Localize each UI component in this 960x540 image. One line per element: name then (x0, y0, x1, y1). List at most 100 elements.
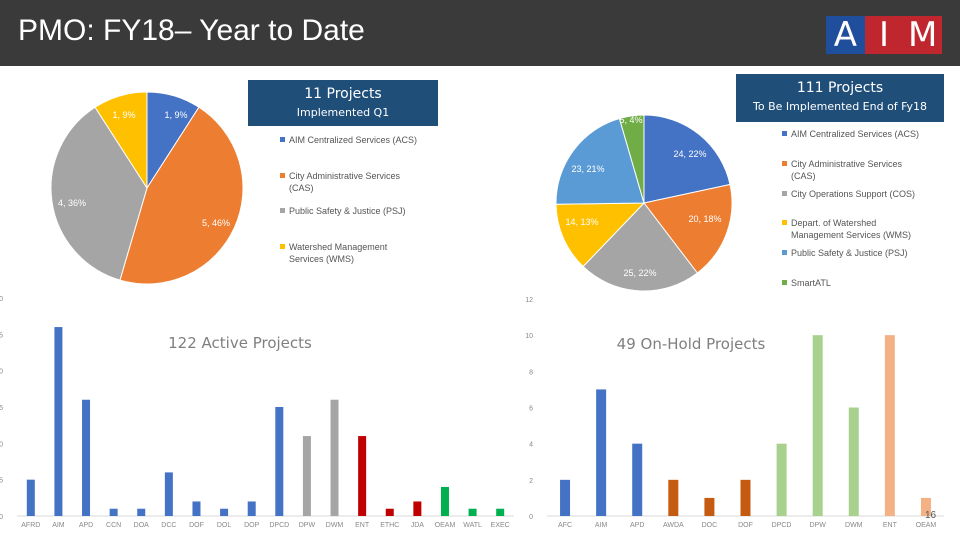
callout-implemented-subtitle: Implemented Q1 (296, 106, 390, 119)
pie1-legend-swatch (280, 137, 285, 142)
bar1-bar (247, 501, 256, 516)
pie1-legend-swatch (280, 244, 285, 249)
pie1-slice (50, 106, 148, 281)
header-bar: PMO: FY18– Year to Date A I M (0, 0, 960, 66)
callout-implemented-count: 11 Projects (304, 86, 382, 102)
bar1-ytick-label: 15 (0, 405, 3, 412)
bar1-xtick-label: DPW (299, 522, 316, 529)
pie1-slice (119, 106, 244, 285)
callout-implemented: 11 Projects Implemented Q1 (248, 80, 438, 126)
bar2-xtick-label: ENT (883, 522, 898, 529)
bar1-xtick-label: AIM (52, 522, 65, 529)
bar1-bar (275, 407, 284, 516)
bar1-xtick-label: DOA (134, 522, 150, 529)
bar2-xtick-label: DOF (738, 522, 753, 529)
bar1-xtick-label: ETHC (380, 522, 399, 529)
bar2-xtick-label: DPW (810, 522, 827, 529)
bar1-xtick-label: OEAM (435, 522, 456, 529)
bar2-ytick-label: 6 (529, 406, 533, 413)
bar2-bar (884, 335, 895, 516)
bar1-ytick-label: 0 (0, 514, 3, 521)
pie2-legend-label: Depart. of Watershed Management Services … (791, 218, 911, 240)
page-number: 16 (925, 510, 937, 521)
pie2-slice (643, 114, 731, 204)
bar2-ytick-label: 0 (529, 514, 533, 521)
callout-to-be-implemented-count: 111 Projects (796, 80, 884, 96)
bar2-bar (668, 479, 679, 516)
bar2-bar (812, 335, 823, 516)
bar1-bar (358, 436, 367, 516)
bar2-bar (596, 389, 607, 516)
pie2-slice (555, 117, 645, 205)
bar2-ytick-label: 8 (529, 369, 533, 376)
pie2-legend-label: AIM Centralized Services (ACS) (791, 129, 919, 139)
bar2-xtick-label: AWDA (663, 522, 684, 529)
bar2-bar (776, 443, 787, 516)
pie2-legend-label: SmartATL (791, 278, 831, 288)
bar1-xtick-label: JDA (411, 522, 425, 529)
pie1-legend-swatch (280, 208, 285, 213)
bar2-bar (848, 407, 859, 516)
bar1-xtick-label: ENT (355, 522, 370, 529)
bar2-bar (920, 497, 931, 516)
pie2-legend-swatch (782, 131, 787, 136)
bar2-xtick-label: AFC (558, 522, 572, 529)
bar1-ytick-label: 10 (0, 441, 3, 448)
bar2-ytick-label: 4 (529, 442, 533, 449)
bar1-bar (164, 472, 173, 516)
pie1-data-label: 5, 46% (202, 218, 230, 228)
bar1-xtick-label: DOL (217, 522, 232, 529)
logo-letter-m: M (903, 15, 943, 55)
bar1-title: 122 Active Projects (168, 334, 312, 352)
bar2-title: 49 On-Hold Projects (617, 335, 766, 353)
bar2-bar (560, 479, 571, 516)
pie2-data-label: 14, 13% (565, 217, 598, 227)
bar1-bar (26, 479, 35, 516)
pie1-data-label: 1, 9% (164, 110, 187, 120)
pie2-slice (643, 183, 733, 274)
bar1-ytick-label: 20 (0, 369, 3, 376)
bar1-ytick-label: 30 (0, 296, 3, 303)
pie2-legend-swatch (782, 250, 787, 255)
bar2-xtick-label: DOC (702, 522, 718, 529)
pie2-legend-swatch (782, 191, 787, 196)
pie2-legend-swatch (782, 280, 787, 285)
bar1-bar (496, 508, 505, 516)
pie1-data-label: 1, 9% (112, 110, 135, 120)
bar1-bar (137, 508, 146, 516)
bar1-bar (220, 508, 229, 516)
bar2-bar (632, 443, 643, 516)
bar1-bar (330, 399, 339, 516)
pie1-data-label: 4, 36% (58, 198, 86, 208)
bar2-ytick-label: 2 (529, 478, 533, 485)
bar1-xtick-label: WATL (463, 522, 482, 529)
bar2-ytick-label: 12 (525, 297, 533, 304)
callout-to-be-implemented: 111 Projects To Be Implemented End of Fy… (736, 74, 944, 122)
bar1-bar (302, 436, 311, 516)
bar1-xtick-label: DPCD (269, 522, 289, 529)
bar2-xtick-label: AIM (595, 522, 608, 529)
logo-letter-i: I (864, 15, 904, 55)
pie1-legend-swatch (280, 173, 285, 178)
bar1-xtick-label: EXEC (491, 522, 510, 529)
logo-letter-a: A (826, 15, 865, 55)
bar2-xtick-label: DWM (845, 522, 863, 529)
pie2-data-label: 24, 22% (673, 149, 706, 159)
pie1-legend-label: Public Safety & Justice (PSJ) (289, 206, 406, 216)
pie1-slice (94, 91, 148, 190)
pie2-data-label: 23, 21% (571, 164, 604, 174)
pie2-data-label: 20, 18% (688, 214, 721, 224)
bar1-xtick-label: CCN (106, 522, 121, 529)
bar1-bar (413, 501, 422, 516)
pie1-legend-label: City Administrative Services (CAS) (289, 171, 401, 193)
pie2-legend-label: Public Safety & Justice (PSJ) (791, 248, 908, 258)
bar1-xtick-label: DCC (161, 522, 176, 529)
pie2-data-label: 5, 4% (619, 115, 642, 125)
pie1-legend-label: AIM Centralized Services (ACS) (289, 135, 417, 145)
bar2-xtick-label: DPCD (772, 522, 792, 529)
bar2-bar (704, 497, 715, 516)
bar1-xtick-label: DOP (244, 522, 260, 529)
pie2-legend-label: City Administrative Services (CAS) (791, 159, 903, 181)
pie2-legend-swatch (782, 161, 787, 166)
